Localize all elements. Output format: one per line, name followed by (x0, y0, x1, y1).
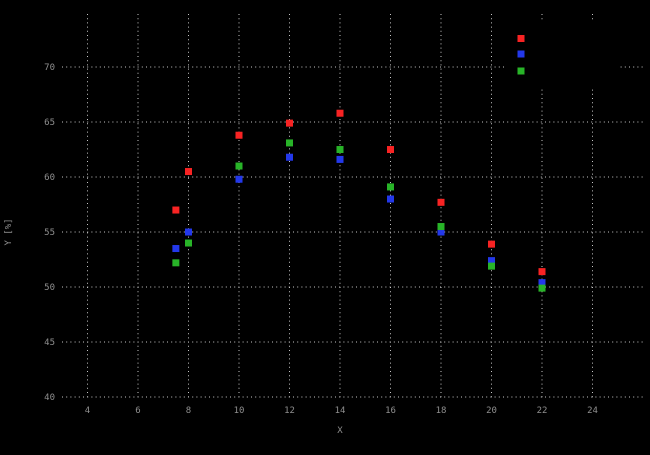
data-point-marker (488, 262, 496, 270)
data-point-marker (336, 155, 344, 163)
data-point-marker (387, 183, 395, 191)
legend-box (506, 21, 618, 88)
y-tick-labels: 40 45 50 55 60 65 70 (44, 63, 55, 403)
y-tick-label: 70 (44, 63, 55, 73)
y-gridlines (62, 66, 643, 398)
data-point-marker (538, 284, 546, 292)
data-point-marker (538, 268, 546, 276)
data-point-marker (235, 175, 243, 183)
data-point-marker (387, 146, 395, 154)
data-point-marker (286, 139, 294, 147)
data-point-marker (185, 239, 193, 247)
data-point-marker (336, 109, 344, 117)
data-point-marker (185, 228, 193, 236)
x-tick-label: 14 (335, 406, 346, 416)
series-green (172, 139, 546, 292)
x-tick-labels: 4 6 8 10 12 14 16 18 20 22 24 (85, 406, 598, 416)
data-point-marker (437, 198, 445, 206)
series-blue (172, 153, 546, 287)
data-point-marker (172, 245, 180, 253)
legend (506, 21, 618, 88)
data-point-marker (235, 162, 243, 170)
data-point-marker (172, 206, 180, 214)
data-point-marker (488, 257, 496, 265)
data-point-marker (185, 168, 193, 176)
data-point-marker (437, 223, 445, 231)
x-tick-label: 12 (284, 406, 295, 416)
data-point-marker (538, 279, 546, 287)
x-tick-label: 4 (85, 406, 90, 416)
x-tick-label: 20 (486, 406, 497, 416)
x-axis-label: X (337, 426, 343, 436)
x-tick-label: 24 (587, 406, 598, 416)
x-tick-label: 6 (135, 406, 140, 416)
y-tick-label: 55 (44, 228, 55, 238)
data-point-marker (286, 153, 294, 161)
data-point-marker (336, 146, 344, 154)
x-tick-label: 22 (537, 406, 548, 416)
data-point-marker (488, 240, 496, 248)
x-tick-label: 8 (186, 406, 191, 416)
data-point-marker (235, 131, 243, 139)
y-tick-label: 60 (44, 173, 55, 183)
y-tick-label: 45 (44, 338, 55, 348)
data-point-marker (437, 228, 445, 236)
x-tick-label: 18 (436, 406, 447, 416)
y-tick-label: 65 (44, 118, 55, 128)
data-point-marker (172, 259, 180, 267)
y-tick-label: 50 (44, 283, 55, 293)
data-point-marker (387, 195, 395, 203)
x-tick-label: 16 (385, 406, 396, 416)
y-tick-label: 40 (44, 393, 55, 403)
legend-marker-green (517, 67, 525, 75)
x-tick-label: 10 (234, 406, 245, 416)
legend-marker-red (517, 35, 525, 42)
data-points (172, 109, 546, 292)
data-point-marker (286, 119, 294, 127)
y-axis-label: Y [%] (4, 218, 14, 245)
series-red (172, 109, 546, 276)
legend-marker-blue (517, 50, 525, 58)
